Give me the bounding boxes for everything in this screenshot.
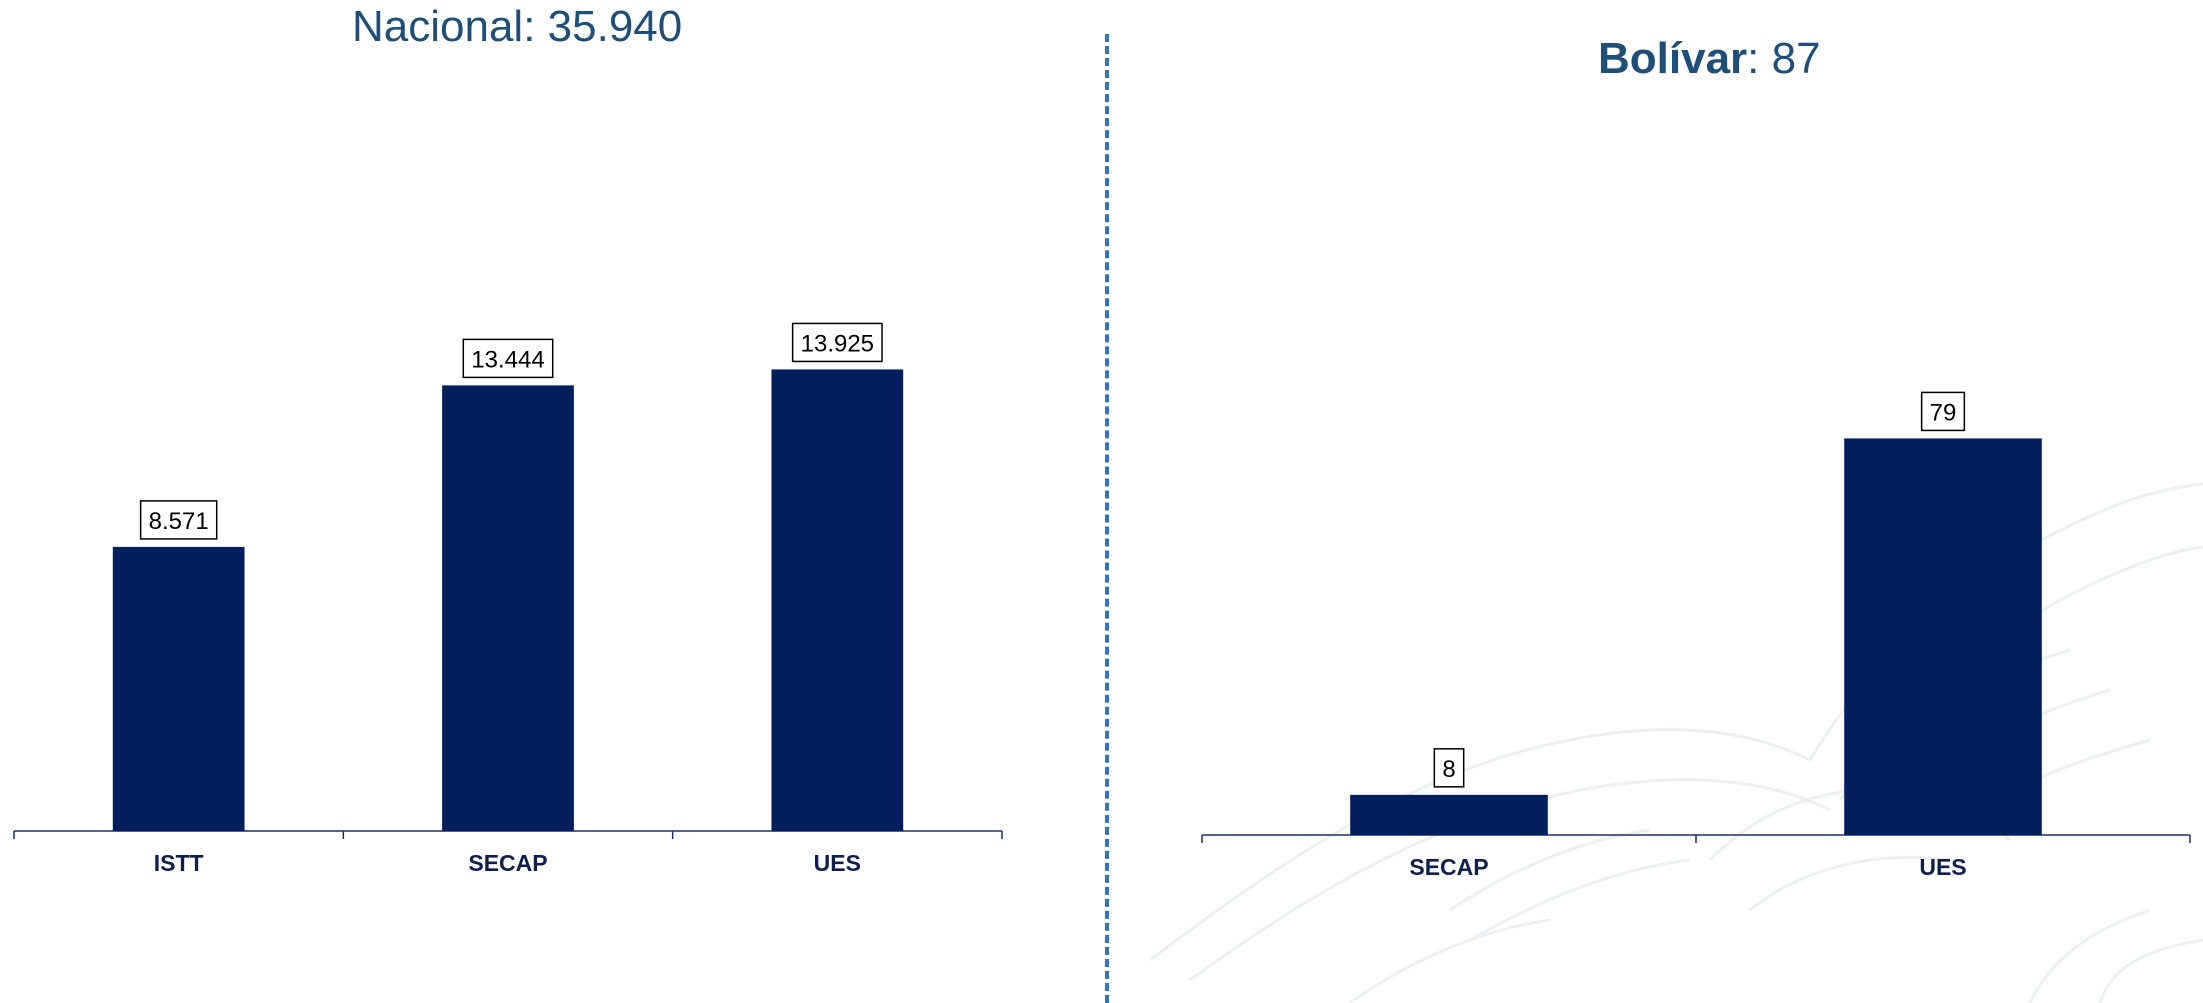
bolivar-bar-secap [1350,794,1548,835]
bolivar-data-label-box [1433,748,1465,788]
bolivar-bar-chart: 8 SECAP 79 UES [1201,391,2191,880]
bolivar-category-label-ues: UES [1919,854,1966,880]
bolivar-category-label-secap: SECAP [1409,854,1488,880]
panel-divider [1105,34,1109,1003]
national-category-label-istt: ISTT [154,850,204,876]
bolivar-data-label-secap: 8 [1442,756,1455,783]
bolivar-chart-title: Bolívar: 87 [1598,34,1821,84]
national-data-label-secap: 13.444 [471,346,544,373]
national-title-label: Nacional [352,2,524,51]
national-title-separator: : [523,2,548,51]
national-chart-title: Nacional: 35.940 [352,2,682,52]
bolivar-title-value: 87 [1771,34,1821,83]
national-data-label-ues: 13.925 [801,330,874,357]
bolivar-title-separator: : [1747,34,1772,83]
bolivar-title-label: Bolívar [1598,34,1748,83]
national-data-label-box [791,322,883,363]
national-data-label-istt: 8.571 [149,508,209,535]
national-bar-chart: 8.571 ISTT 13.444 SECAP 13.925 UES [13,322,1003,876]
national-bar-ues [771,369,904,831]
bolivar-bar-ues [1844,438,2042,835]
national-category-label-ues: UES [814,850,861,876]
national-category-label-secap: SECAP [468,850,547,876]
national-bar-istt [112,546,245,831]
bolivar-data-label-box [1920,391,1966,432]
national-title-value: 35.940 [547,2,683,51]
national-data-label-box [462,338,554,379]
national-bar-secap [442,385,574,831]
national-data-label-box [139,500,218,540]
bolivar-data-label-ues: 79 [1930,399,1957,426]
